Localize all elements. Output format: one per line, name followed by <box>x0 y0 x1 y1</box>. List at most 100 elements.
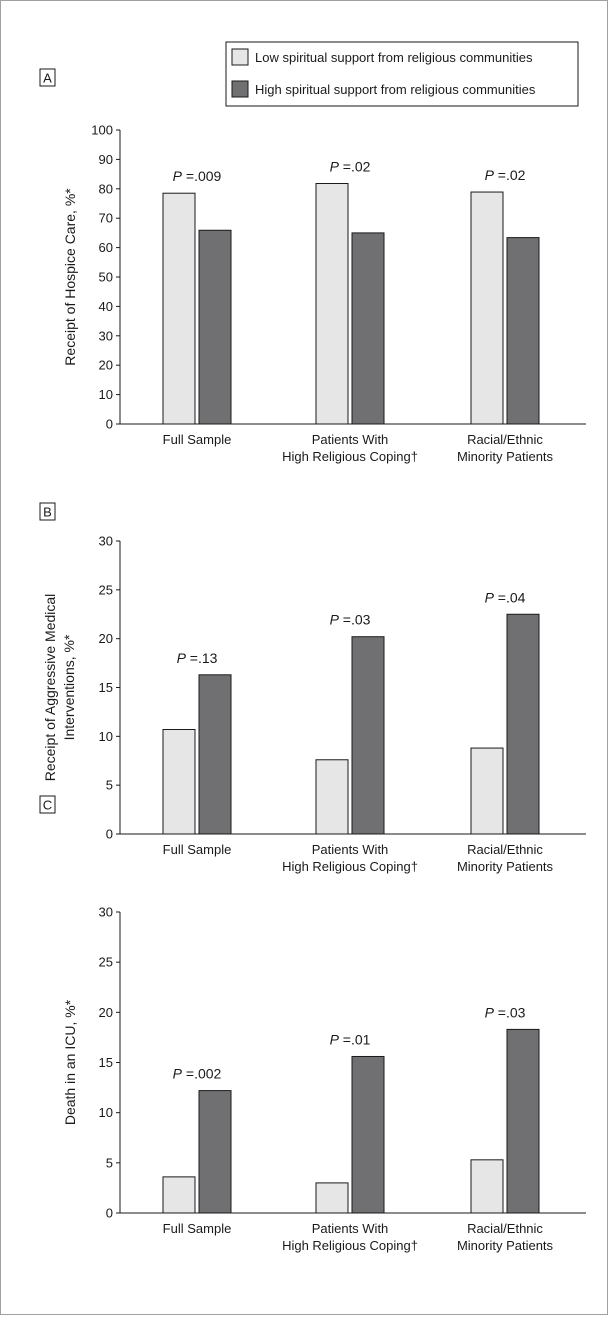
y-axis-title: Death in an ICU, %* <box>62 999 78 1125</box>
bar-low-support <box>470 1159 504 1214</box>
x-category-label-line: High Religious Coping† <box>282 449 418 464</box>
p-value: =.03 <box>339 612 371 628</box>
y-tick-label: 70 <box>99 211 113 226</box>
y-axis-title-line: Interventions, %* <box>61 634 77 740</box>
p-symbol: P <box>330 612 340 628</box>
y-tick-label: 0 <box>106 827 113 842</box>
p-value-label: P =.002 <box>173 1066 222 1082</box>
x-category-label-line: Full Sample <box>163 432 232 447</box>
p-symbol: P <box>330 159 340 175</box>
p-value: =.01 <box>339 1031 371 1047</box>
y-tick-label: 10 <box>99 1105 113 1120</box>
x-category-label-line: Patients With <box>312 842 389 857</box>
y-tick-label: 40 <box>99 299 113 314</box>
p-value: =.04 <box>494 589 526 605</box>
y-tick-label: 25 <box>99 955 113 970</box>
x-category-label: Full Sample <box>163 842 232 857</box>
y-axis-title: Receipt of Hospice Care, %* <box>62 188 78 366</box>
y-tick-label: 90 <box>99 152 113 167</box>
y-axis-title-line: Receipt of Hospice Care, %* <box>62 188 78 366</box>
p-value-label: P =.03 <box>330 612 371 628</box>
bar-low-support <box>470 191 504 425</box>
x-category-label-line: Minority Patients <box>457 1238 554 1253</box>
x-category-label-line: Patients With <box>312 1221 389 1236</box>
x-category-label: Racial/Ethnic Minority Patients <box>457 842 554 874</box>
x-category-label-line: Full Sample <box>163 1221 232 1236</box>
p-value-label: P =.02 <box>330 159 371 175</box>
y-tick-label: 5 <box>106 778 113 793</box>
legend-box <box>225 41 579 107</box>
bar-low-support <box>315 183 349 425</box>
x-category-label-line: Full Sample <box>163 842 232 857</box>
x-category-label-line: High Religious Coping† <box>282 859 418 874</box>
p-value-label: P =.01 <box>330 1031 371 1047</box>
panel-c: C 0 5 10 15 20 25 30 Death in an ICU, %* P =.002 F… <box>39 795 586 1253</box>
panel-letter-box <box>39 795 56 814</box>
x-category-label-line: Racial/Ethnic <box>467 842 543 857</box>
x-category-label: Full Sample <box>163 1221 232 1236</box>
p-value-label: P =.03 <box>485 1004 526 1020</box>
y-tick-label: 20 <box>99 631 113 646</box>
x-category-label-line: Patients With <box>312 432 389 447</box>
p-symbol: P <box>485 589 495 605</box>
x-category-label-line: Racial/Ethnic <box>467 1221 543 1236</box>
p-value-label: P =.13 <box>177 650 218 666</box>
p-value: =.03 <box>494 1004 526 1020</box>
y-axis-title: Receipt of Aggressive Medical Interventio… <box>42 594 77 782</box>
bar-high-support <box>506 613 540 835</box>
legend: Low spiritual support from religious com… <box>225 41 579 107</box>
p-symbol: P <box>330 1031 340 1047</box>
bar-low-support <box>315 1182 349 1214</box>
p-symbol: P <box>177 650 187 666</box>
y-tick-label: 10 <box>99 387 113 402</box>
y-tick-label: 30 <box>99 328 113 343</box>
y-tick-label: 5 <box>106 1155 113 1170</box>
bar-high-support <box>351 636 385 835</box>
panel-a: A 0 10 20 30 40 50 60 70 80 90 100 Receipt of Hospic… <box>39 68 586 464</box>
panel-letter: A <box>43 71 52 86</box>
x-category-label: Patients With High Religious Coping† <box>282 842 418 874</box>
y-tick-label: 100 <box>91 123 113 138</box>
legend-label-low: Low spiritual support from religious com… <box>255 50 533 65</box>
p-value: =.002 <box>182 1066 222 1082</box>
y-tick-label: 20 <box>99 1005 113 1020</box>
bar-low-support <box>162 728 196 835</box>
x-category-label: Full Sample <box>163 432 232 447</box>
y-tick-label: 50 <box>99 270 113 285</box>
y-axis-title-line: Receipt of Aggressive Medical <box>42 594 58 782</box>
x-category-label-line: Minority Patients <box>457 859 554 874</box>
panel-letter-box <box>39 502 56 521</box>
bar-high-support <box>198 229 232 425</box>
panel-letter: B <box>43 505 52 520</box>
bar-high-support <box>198 1090 232 1214</box>
y-tick-label: 20 <box>99 358 113 373</box>
y-tick-label: 15 <box>99 1055 113 1070</box>
p-value: =.02 <box>494 167 526 183</box>
bar-high-support <box>351 232 385 425</box>
bar-low-support <box>162 192 196 425</box>
y-tick-label: 15 <box>99 680 113 695</box>
p-value-label: P =.04 <box>485 589 526 605</box>
x-category-label: Racial/Ethnic Minority Patients <box>457 432 554 464</box>
p-value: =.02 <box>339 159 371 175</box>
panel-letter: C <box>43 798 52 813</box>
x-category-label: Patients With High Religious Coping† <box>282 432 418 464</box>
legend-swatch-low <box>231 48 249 66</box>
bar-low-support <box>162 1176 196 1214</box>
p-value: =.13 <box>186 650 218 666</box>
x-category-label-line: Minority Patients <box>457 449 554 464</box>
legend-label-high: High spiritual support from religious co… <box>255 82 536 97</box>
y-tick-label: 0 <box>106 1206 113 1221</box>
panel-letter-box <box>39 68 56 87</box>
p-value: =.009 <box>182 168 222 184</box>
y-tick-label: 30 <box>99 905 113 920</box>
y-tick-label: 25 <box>99 582 113 597</box>
y-tick-label: 80 <box>99 181 113 196</box>
p-symbol: P <box>173 1066 183 1082</box>
bar-low-support <box>470 747 504 835</box>
p-symbol: P <box>485 1004 495 1020</box>
legend-swatch-high <box>231 80 249 98</box>
